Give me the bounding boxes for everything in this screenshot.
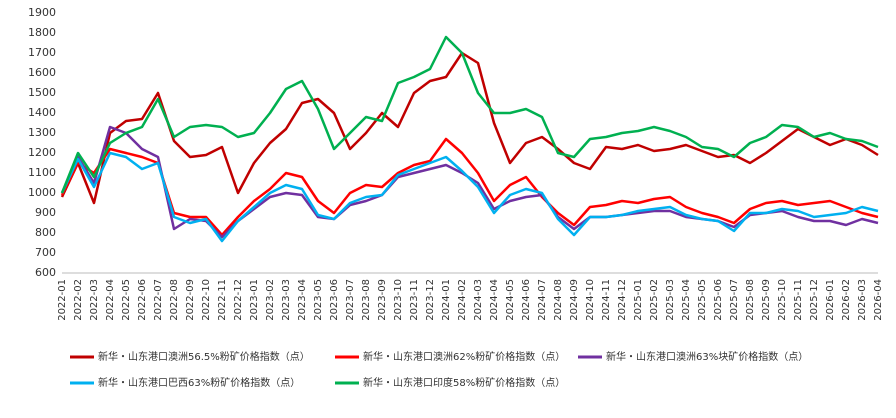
x-tick-label: 2025-09: [761, 279, 772, 321]
x-tick-label: 2025-05: [697, 279, 708, 321]
x-tick-label: 2024-11: [601, 279, 612, 321]
x-tick-label: 2025-12: [809, 279, 820, 321]
x-tick-label: 2026-02: [841, 279, 852, 321]
x-tick-label: 2022-03: [89, 279, 100, 321]
x-tick-label: 2024-03: [473, 279, 484, 321]
x-tick-label: 2023-08: [361, 279, 372, 321]
series-line: [60, 151, 879, 243]
x-tick-label: 2022-05: [121, 279, 132, 321]
legend-label: 新华・山东港口澳洲56.5%粉矿价格指数（点）: [98, 350, 310, 363]
x-tick-label: 2024-01: [441, 279, 452, 321]
x-tick-label: 2023-06: [329, 279, 340, 321]
y-tick-label: 1500: [28, 86, 56, 99]
x-tick-label: 2023-04: [297, 279, 308, 321]
x-tick-label: 2025-10: [777, 279, 788, 321]
series-line: [60, 35, 879, 194]
x-tick-label: 2022-08: [169, 279, 180, 321]
x-tick-label: 2025-08: [745, 279, 756, 321]
y-tick-label: 1600: [28, 66, 56, 79]
series-line: [60, 51, 879, 205]
x-tick-label: 2022-02: [73, 279, 84, 321]
y-tick-label: 600: [35, 266, 56, 279]
x-tick-label: 2022-07: [153, 279, 164, 321]
x-tick-label: 2025-03: [665, 279, 676, 321]
legend-label: 新华・山东港口澳洲62%粉矿价格指数（点）: [363, 350, 565, 363]
x-tick-label: 2023-02: [265, 279, 276, 321]
y-tick-label: 900: [35, 206, 56, 219]
x-tick-label: 2023-07: [345, 279, 356, 321]
x-tick-label: 2023-05: [313, 279, 324, 321]
x-tick-label: 2022-11: [217, 279, 228, 321]
y-tick-label: 1900: [28, 6, 56, 19]
legend-label: 新华・山东港口印度58%粉矿价格指数（点）: [363, 376, 565, 389]
series-line: [60, 137, 879, 237]
x-tick-label: 2022-12: [233, 279, 244, 321]
y-tick-label: 800: [35, 226, 56, 239]
x-tick-label: 2022-06: [137, 279, 148, 321]
x-tick-label: 2023-12: [425, 279, 436, 321]
x-tick-label: 2022-09: [185, 279, 196, 321]
x-tick-label: 2024-06: [521, 279, 532, 321]
x-tick-label: 2023-01: [249, 279, 260, 321]
x-tick-label: 2024-08: [553, 279, 564, 321]
y-tick-label: 1700: [28, 46, 56, 59]
x-tick-label: 2022-10: [201, 279, 212, 321]
x-tick-label: 2023-03: [281, 279, 292, 321]
x-tick-label: 2025-06: [713, 279, 724, 321]
y-tick-label: 1400: [28, 106, 56, 119]
y-tick-label: 1300: [28, 126, 56, 139]
x-tick-label: 2022-01: [57, 279, 68, 321]
x-tick-label: 2026-03: [857, 279, 868, 321]
x-tick-label: 2024-09: [569, 279, 580, 321]
x-tick-label: 2025-04: [681, 279, 692, 321]
x-tick-label: 2025-02: [649, 279, 660, 321]
y-tick-label: 1000: [28, 186, 56, 199]
x-tick-label: 2024-04: [489, 279, 500, 321]
x-tick-label: 2024-10: [585, 279, 596, 321]
x-tick-label: 2023-09: [377, 279, 388, 321]
x-tick-label: 2023-10: [393, 279, 404, 321]
x-tick-label: 2026-01: [825, 279, 836, 321]
x-tick-label: 2025-01: [633, 279, 644, 321]
x-tick-label: 2025-07: [729, 279, 740, 321]
legend-label: 新华・山东港口巴西63%粉矿价格指数（点）: [98, 376, 300, 389]
x-tick-label: 2023-11: [409, 279, 420, 321]
x-tick-label: 2022-04: [105, 279, 116, 321]
y-tick-label: 700: [35, 246, 56, 259]
x-tick-label: 2024-07: [537, 279, 548, 321]
y-tick-label: 1200: [28, 146, 56, 159]
x-tick-label: 2024-02: [457, 279, 468, 321]
x-tick-label: 2026-04: [873, 279, 884, 321]
x-tick-label: 2024-12: [617, 279, 628, 321]
x-tick-label: 2024-05: [505, 279, 516, 321]
y-tick-label: 1100: [28, 166, 56, 179]
x-tick-label: 2025-11: [793, 279, 804, 321]
legend-label: 新华・山东港口澳洲63%块矿价格指数（点）: [606, 350, 808, 363]
y-tick-label: 1800: [28, 26, 56, 39]
